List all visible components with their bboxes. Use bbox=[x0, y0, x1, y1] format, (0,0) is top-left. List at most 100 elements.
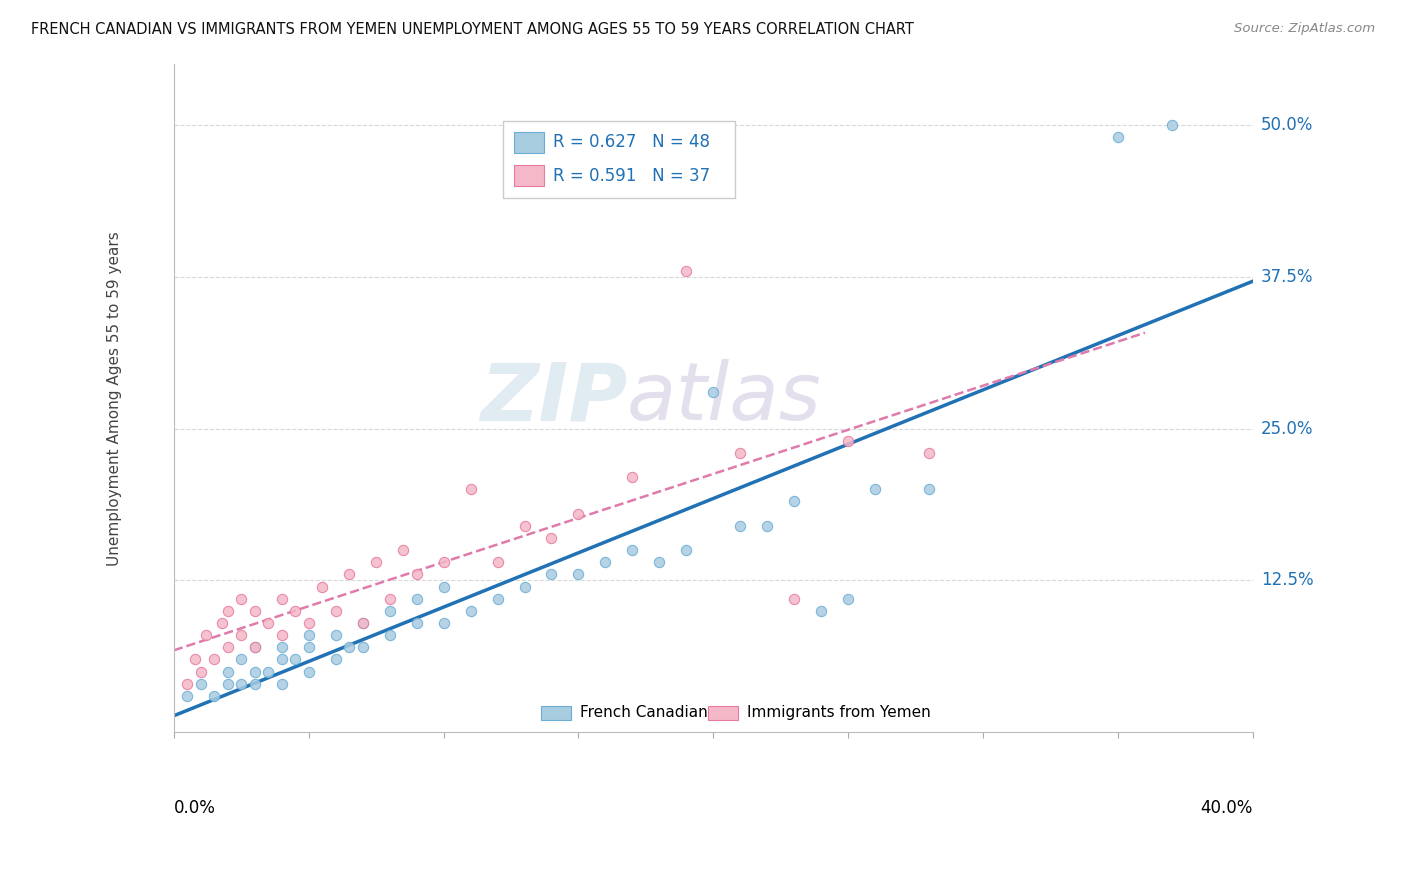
Point bbox=[202, 689, 225, 703]
Text: atlas: atlas bbox=[627, 359, 821, 437]
Point bbox=[783, 494, 806, 508]
Text: R = 0.627   N = 48: R = 0.627 N = 48 bbox=[553, 133, 710, 152]
Point bbox=[270, 628, 292, 642]
Point bbox=[837, 434, 859, 448]
Point bbox=[1161, 118, 1184, 132]
Point bbox=[217, 604, 239, 618]
Point bbox=[190, 665, 212, 679]
Point bbox=[298, 628, 321, 642]
Point bbox=[540, 567, 562, 582]
Point bbox=[337, 640, 360, 655]
Point bbox=[270, 591, 292, 606]
Point bbox=[184, 652, 207, 666]
Text: 50.0%: 50.0% bbox=[1261, 116, 1313, 134]
Text: 0.0%: 0.0% bbox=[174, 799, 215, 817]
Point bbox=[432, 615, 454, 630]
Point bbox=[567, 567, 589, 582]
Point bbox=[405, 567, 427, 582]
Point bbox=[211, 615, 233, 630]
Point bbox=[325, 652, 347, 666]
Point bbox=[460, 483, 482, 497]
Point bbox=[284, 604, 307, 618]
Point bbox=[243, 640, 266, 655]
Point bbox=[298, 615, 321, 630]
Point bbox=[378, 591, 401, 606]
Point bbox=[1107, 130, 1129, 145]
Point bbox=[325, 604, 347, 618]
Point bbox=[352, 615, 374, 630]
Point bbox=[783, 591, 806, 606]
Point bbox=[405, 591, 427, 606]
Point bbox=[352, 615, 374, 630]
Point bbox=[176, 689, 198, 703]
Point bbox=[231, 677, 253, 691]
Point bbox=[540, 531, 562, 545]
Point bbox=[486, 555, 509, 569]
Point bbox=[325, 628, 347, 642]
Point bbox=[195, 628, 218, 642]
Point bbox=[217, 640, 239, 655]
Point bbox=[460, 604, 482, 618]
Point bbox=[176, 677, 198, 691]
Text: Unemployment Among Ages 55 to 59 years: Unemployment Among Ages 55 to 59 years bbox=[107, 231, 122, 566]
Point bbox=[730, 518, 752, 533]
Point bbox=[217, 677, 239, 691]
Point bbox=[918, 446, 941, 460]
Text: Immigrants from Yemen: Immigrants from Yemen bbox=[747, 706, 931, 721]
Point bbox=[243, 604, 266, 618]
Point bbox=[217, 665, 239, 679]
Point bbox=[270, 652, 292, 666]
Point bbox=[337, 567, 360, 582]
Point bbox=[621, 470, 644, 484]
Point bbox=[863, 483, 886, 497]
Point bbox=[675, 263, 697, 277]
Point bbox=[231, 628, 253, 642]
Point bbox=[243, 640, 266, 655]
Point bbox=[810, 604, 832, 618]
Point bbox=[311, 580, 333, 594]
FancyBboxPatch shape bbox=[503, 120, 735, 198]
Bar bbox=[513, 131, 544, 153]
Point bbox=[378, 628, 401, 642]
Point bbox=[648, 555, 671, 569]
Text: R = 0.591   N = 37: R = 0.591 N = 37 bbox=[553, 167, 710, 185]
Text: 25.0%: 25.0% bbox=[1261, 419, 1313, 438]
Point bbox=[621, 543, 644, 558]
Point bbox=[756, 518, 779, 533]
Point bbox=[567, 507, 589, 521]
Point bbox=[595, 555, 617, 569]
Point bbox=[432, 580, 454, 594]
Point bbox=[243, 665, 266, 679]
Bar bbox=[709, 706, 738, 721]
Point bbox=[486, 591, 509, 606]
Point bbox=[366, 555, 388, 569]
Point bbox=[298, 665, 321, 679]
Text: 12.5%: 12.5% bbox=[1261, 572, 1313, 590]
Point bbox=[392, 543, 415, 558]
Point bbox=[257, 615, 280, 630]
Point bbox=[513, 580, 536, 594]
Point bbox=[202, 652, 225, 666]
Point bbox=[284, 652, 307, 666]
Point bbox=[918, 483, 941, 497]
Point bbox=[298, 640, 321, 655]
Point bbox=[432, 555, 454, 569]
Text: French Canadians: French Canadians bbox=[579, 706, 716, 721]
Point bbox=[231, 591, 253, 606]
Text: ZIP: ZIP bbox=[479, 359, 627, 437]
Point bbox=[190, 677, 212, 691]
Point bbox=[257, 665, 280, 679]
Point bbox=[675, 543, 697, 558]
Point bbox=[702, 385, 724, 400]
Point bbox=[378, 604, 401, 618]
Text: Source: ZipAtlas.com: Source: ZipAtlas.com bbox=[1234, 22, 1375, 36]
Point bbox=[513, 518, 536, 533]
Text: 37.5%: 37.5% bbox=[1261, 268, 1313, 285]
Point bbox=[352, 640, 374, 655]
Point bbox=[270, 677, 292, 691]
Point bbox=[837, 591, 859, 606]
Text: 40.0%: 40.0% bbox=[1201, 799, 1253, 817]
Point bbox=[243, 677, 266, 691]
Point bbox=[270, 640, 292, 655]
Bar bbox=[541, 706, 571, 721]
